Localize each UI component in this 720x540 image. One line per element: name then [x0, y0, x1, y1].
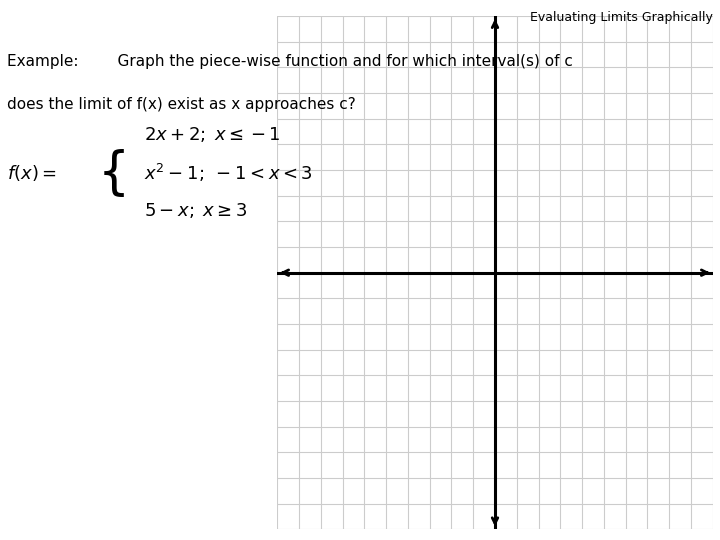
- Text: $f(x) =$: $f(x) =$: [7, 163, 57, 183]
- Text: Example:        Graph the piece-wise function and for which interval(s) of c: Example: Graph the piece-wise function a…: [7, 54, 573, 69]
- Text: does the limit of f(x) exist as x approaches c?: does the limit of f(x) exist as x approa…: [7, 97, 356, 112]
- Text: $x^2 - 1;\; -1 < x < 3$: $x^2 - 1;\; -1 < x < 3$: [144, 162, 312, 184]
- Text: Evaluating Limits Graphically: Evaluating Limits Graphically: [530, 11, 713, 24]
- Text: $5 - x;\; x \geq 3$: $5 - x;\; x \geq 3$: [144, 201, 248, 220]
- Text: $\{$: $\{$: [97, 147, 125, 199]
- Text: $2x + 2;\; x \leq -1$: $2x + 2;\; x \leq -1$: [144, 125, 281, 145]
